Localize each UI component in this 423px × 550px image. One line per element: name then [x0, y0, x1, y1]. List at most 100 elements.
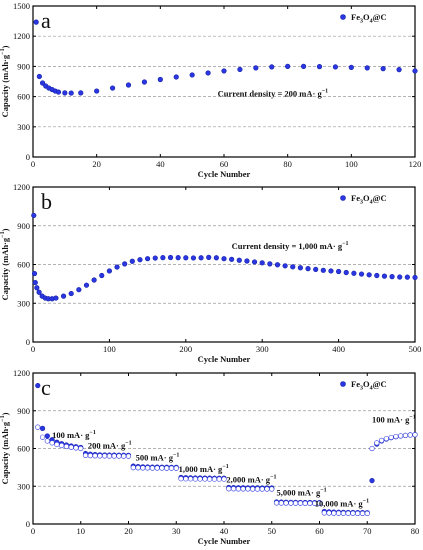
x-tick: 300 — [256, 187, 269, 354]
y-axis-title: Capacity (mAh·g−1​) — [0, 228, 10, 300]
data-point — [68, 444, 74, 450]
data-point — [49, 440, 55, 446]
data-point — [73, 445, 79, 451]
legend: Fe3​O4​@C — [340, 193, 387, 206]
y-tick: 0 — [26, 337, 415, 347]
data-point — [35, 382, 41, 389]
data-point — [230, 486, 237, 492]
data-point — [55, 89, 62, 95]
data-point — [343, 269, 349, 276]
data-point — [35, 424, 41, 430]
x-tick: 100 — [103, 187, 116, 354]
data-point — [183, 255, 189, 261]
data-point — [381, 273, 388, 279]
data-point — [99, 272, 105, 279]
data-point — [122, 261, 128, 267]
x-tick-label: 400 — [332, 344, 345, 354]
data-point — [293, 500, 299, 506]
data-point — [216, 476, 222, 482]
y-tick: 1200 — [13, 182, 415, 192]
data-point — [54, 441, 60, 448]
data-point — [154, 465, 160, 471]
x-tick: 30 — [172, 373, 181, 536]
data-point — [278, 500, 284, 506]
legend-marker — [340, 195, 346, 201]
x-tick: 20 — [92, 6, 101, 169]
x-tick-label: 60 — [315, 526, 324, 536]
series-2 — [35, 424, 418, 517]
data-point — [374, 440, 380, 446]
y-tick-label: 600 — [17, 92, 30, 102]
data-point — [137, 257, 143, 263]
data-point — [297, 265, 304, 271]
data-point — [412, 68, 418, 74]
x-tick: 70 — [363, 373, 372, 536]
data-point — [102, 453, 108, 459]
data-point — [213, 255, 219, 261]
x-tick-label: 80 — [411, 526, 420, 536]
x-tick-label: 70 — [363, 526, 372, 536]
data-point — [351, 270, 357, 276]
data-point — [259, 260, 265, 266]
data-point — [412, 432, 418, 438]
data-point — [192, 476, 198, 482]
data-point — [116, 453, 122, 459]
data-point — [300, 63, 307, 69]
chart-panel-c: 0 10 20 30 40 50 60 70 80 0 300 600 900 1200 Cycle Num… — [0, 368, 419, 546]
x-axis-title: Cycle Number — [198, 536, 251, 546]
annotation: 1,000 mA· g−1​ — [179, 464, 229, 474]
annotation: Current density = 1,000 mA· g−1​ — [232, 241, 349, 251]
data-point — [31, 270, 38, 277]
x-tick: 400 — [332, 187, 345, 354]
data-point — [364, 510, 370, 517]
data-point — [130, 465, 136, 471]
data-point — [396, 67, 402, 73]
x-tick: 200 — [179, 187, 192, 354]
data-point — [173, 465, 179, 471]
data-point — [369, 445, 375, 452]
data-point — [39, 80, 46, 86]
x-axis-title: Cycle Number — [198, 354, 251, 364]
data-point — [145, 256, 151, 262]
data-point — [313, 266, 319, 273]
series-1 — [31, 212, 418, 302]
x-tick: 40 — [156, 6, 165, 169]
y-tick: 900 — [17, 406, 415, 416]
y-tick: 600 — [17, 260, 415, 270]
annotation: 500 mA· g−1​ — [136, 452, 180, 462]
x-tick-label: 40 — [220, 526, 229, 536]
data-point — [397, 274, 403, 280]
x-tick-label: 30 — [172, 526, 181, 536]
annotation: 200 mA· g−1​ — [88, 441, 132, 451]
data-point — [206, 254, 212, 260]
data-point — [369, 477, 375, 484]
chart-panel-b: 0 100 200 300 400 500 0 300 600 900 1200 Cycle Numb… — [0, 182, 421, 364]
x-tick-label: 40 — [156, 159, 165, 169]
legend-label: Fe3​O4​@C — [351, 12, 387, 25]
data-point — [350, 510, 356, 516]
data-point — [285, 63, 291, 69]
data-point — [167, 254, 174, 261]
data-point — [388, 434, 394, 441]
x-tick-label: 100 — [345, 159, 358, 169]
data-point — [140, 465, 146, 471]
data-point — [221, 476, 227, 482]
data-point — [68, 90, 74, 96]
data-point — [60, 293, 67, 299]
data-point — [359, 510, 366, 517]
legend-marker — [340, 14, 346, 20]
legend: Fe3​O4​@C — [340, 379, 387, 392]
data-point — [393, 433, 399, 440]
y-tick: 900 — [17, 221, 415, 231]
data-point — [168, 465, 175, 471]
data-point — [229, 256, 235, 262]
data-point — [91, 277, 97, 283]
data-point — [121, 453, 127, 459]
data-point — [398, 433, 404, 439]
data-point — [198, 255, 204, 261]
data-point — [331, 510, 337, 516]
x-tick-label: 100 — [103, 344, 116, 354]
x-tick-label: 60 — [220, 159, 229, 169]
data-point — [44, 438, 50, 444]
